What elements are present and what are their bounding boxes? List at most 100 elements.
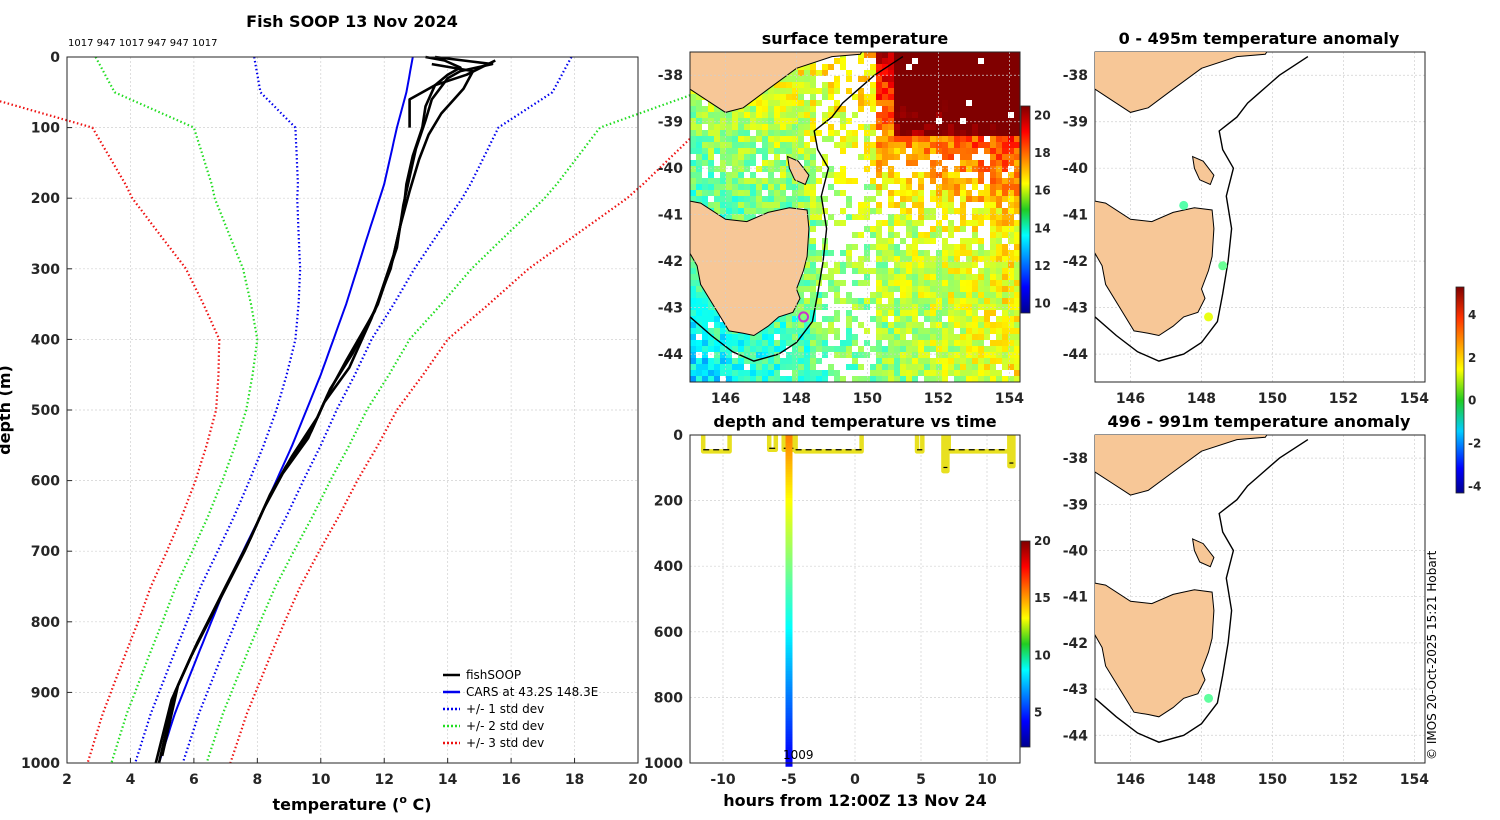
sst-cell	[960, 340, 966, 346]
sst-axes-box	[689, 51, 1021, 383]
sst-gap	[840, 364, 846, 370]
sst-cell	[900, 94, 906, 100]
sst-cell	[918, 130, 924, 136]
sst-cell	[912, 328, 918, 334]
sst-cell	[882, 238, 888, 244]
sst-cell	[918, 250, 924, 256]
sst-cell	[1008, 256, 1014, 262]
sst-cell	[876, 124, 882, 130]
sst-cell	[972, 316, 978, 322]
sst-cell	[828, 250, 834, 256]
sst-cell	[750, 370, 756, 376]
sst-cell	[756, 346, 762, 352]
sst-cell	[738, 190, 744, 196]
sst-gap	[864, 112, 870, 118]
anomaly-colorbar-tick-label: 0	[1468, 394, 1476, 408]
sst-cell	[912, 364, 918, 370]
sst-cell	[774, 160, 780, 166]
sst-cell	[744, 130, 750, 136]
sst-gap	[894, 238, 900, 244]
sst-cell	[882, 154, 888, 160]
sst-cell	[972, 370, 978, 376]
sst-cell	[876, 148, 882, 154]
sst-cell	[888, 286, 894, 292]
sst-cell	[960, 364, 966, 370]
sst-cell	[990, 274, 996, 280]
sst-ytick-label: -40	[658, 161, 684, 177]
sst-cell	[744, 136, 750, 142]
sst-gap	[984, 136, 990, 142]
sst-cell	[786, 340, 792, 346]
sst-cell	[966, 370, 972, 376]
sst-cell	[1008, 124, 1014, 130]
sst-cell	[942, 352, 948, 358]
sst-cell	[882, 256, 888, 262]
sst-cell	[954, 106, 960, 112]
sst-cell	[714, 202, 720, 208]
sst-cell	[774, 148, 780, 154]
sst-cell	[1002, 118, 1008, 124]
sst-cell	[720, 202, 726, 208]
sst-cell	[900, 76, 906, 82]
sst-cell	[906, 52, 912, 58]
sst-cell	[876, 160, 882, 166]
sst-cell	[1002, 262, 1008, 268]
sst-gap	[864, 58, 870, 64]
sst-cell	[702, 334, 708, 340]
sst-cell	[804, 64, 810, 70]
sst-cell	[882, 148, 888, 154]
sst-cell	[912, 256, 918, 262]
sst-gap	[906, 166, 912, 172]
sst-cell	[990, 70, 996, 76]
sst-cell	[954, 172, 960, 178]
sst-cell	[762, 184, 768, 190]
sst-cell	[924, 100, 930, 106]
sst-cell	[852, 334, 858, 340]
sst-cell	[972, 304, 978, 310]
sst-cell	[732, 124, 738, 130]
sst-cell	[990, 346, 996, 352]
sst-cell	[876, 274, 882, 280]
sst-cell	[708, 310, 714, 316]
sst-cell	[690, 100, 696, 106]
sst-gap	[714, 160, 720, 166]
sst-cell	[1008, 160, 1014, 166]
sst-gap	[966, 232, 972, 238]
anom-upper-xtick-label: 152	[1329, 391, 1358, 407]
sst-cell	[822, 346, 828, 352]
sst-cell	[786, 196, 792, 202]
sst-cell	[918, 100, 924, 106]
sst-cell	[702, 190, 708, 196]
sst-cell	[882, 52, 888, 58]
sst-cell	[978, 316, 984, 322]
sst-gap	[870, 310, 876, 316]
sst-gap	[834, 322, 840, 328]
sst-ytick-label: -38	[658, 68, 683, 84]
sst-cell	[966, 292, 972, 298]
sst-cell	[876, 358, 882, 364]
sst-cell	[864, 304, 870, 310]
sst-cell	[1014, 334, 1020, 340]
sst-cell	[972, 88, 978, 94]
sst-cell	[780, 160, 786, 166]
sst-cell	[870, 148, 876, 154]
sst-cell	[990, 328, 996, 334]
sst-cell	[894, 328, 900, 334]
sst-gap	[954, 196, 960, 202]
sst-cell	[936, 376, 942, 382]
sst-cell	[996, 178, 1002, 184]
sst-cell	[792, 316, 798, 322]
sst-cell	[930, 376, 936, 382]
sst-gap	[852, 70, 858, 76]
sst-cell	[906, 370, 912, 376]
sst-cell	[966, 94, 972, 100]
sst-cell	[774, 124, 780, 130]
sst-cell	[828, 322, 834, 328]
sst-cell	[966, 52, 972, 58]
sst-cell	[912, 82, 918, 88]
sst-cell	[972, 238, 978, 244]
sst-gap	[930, 184, 936, 190]
sst-cell	[930, 52, 936, 58]
sst-gap	[864, 316, 870, 322]
